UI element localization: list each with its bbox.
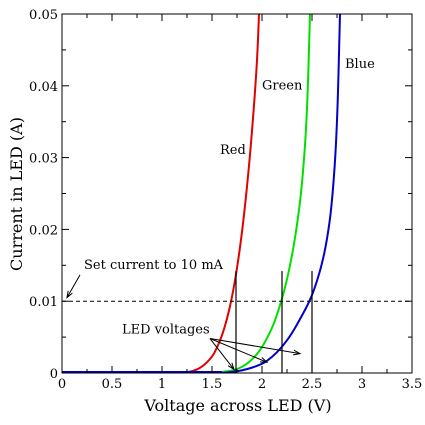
annotation-arrow-1-1 <box>66 274 81 298</box>
annotation-arrow-1-1-head <box>66 290 73 299</box>
y-tick-label: 0.05 <box>29 8 58 23</box>
x-tick-label: 0.5 <box>102 377 123 392</box>
annotation-set-current: Set current to 10 mA <box>84 258 224 273</box>
y-tick-label: 0 <box>50 367 58 382</box>
y-axis-title: Current in LED (A) <box>7 117 26 271</box>
axis-layer <box>61 13 413 374</box>
annotation-led-voltages: LED voltages <box>122 323 210 338</box>
x-tick-label: 1 <box>158 377 166 392</box>
text-layer: Voltage across LED (V) Current in LED (A… <box>7 8 422 415</box>
x-tick-label: 2 <box>258 377 266 392</box>
y-tick-label: 0.01 <box>29 295 58 310</box>
annotation-arrow-2-3 <box>209 338 301 355</box>
y-tick-label: 0.03 <box>29 152 58 167</box>
x-tick-label: 2.5 <box>302 377 323 392</box>
x-axis-title: Voltage across LED (V) <box>143 396 331 415</box>
x-tick-label: 0 <box>58 377 66 392</box>
annotation-arrow-2-3-head <box>293 349 302 356</box>
x-tick-label: 1.5 <box>202 377 223 392</box>
annotation-layer: Set current to 10 mA LED voltages <box>66 258 302 371</box>
x-tick-label: 3 <box>358 377 366 392</box>
voltage-marker-layer <box>235 271 313 373</box>
annotation-arrow-2-1-head <box>227 362 235 371</box>
series-label-green: Green <box>262 78 303 93</box>
series-label-red: Red <box>220 143 246 158</box>
annotation-arrow-2-2-head <box>259 357 269 363</box>
series-line-green <box>211 14 311 373</box>
y-tick-label: 0.02 <box>29 223 58 238</box>
series-line-red <box>181 14 260 373</box>
y-tick-label: 0.04 <box>29 80 58 95</box>
annotation-arrow-2-2 <box>209 338 268 363</box>
series-layer <box>62 14 341 373</box>
x-tick-label: 3.5 <box>402 377 423 392</box>
series-label-blue: Blue <box>345 57 375 72</box>
series-line-blue <box>221 14 341 373</box>
annotation-arrow-2-1 <box>209 338 235 370</box>
